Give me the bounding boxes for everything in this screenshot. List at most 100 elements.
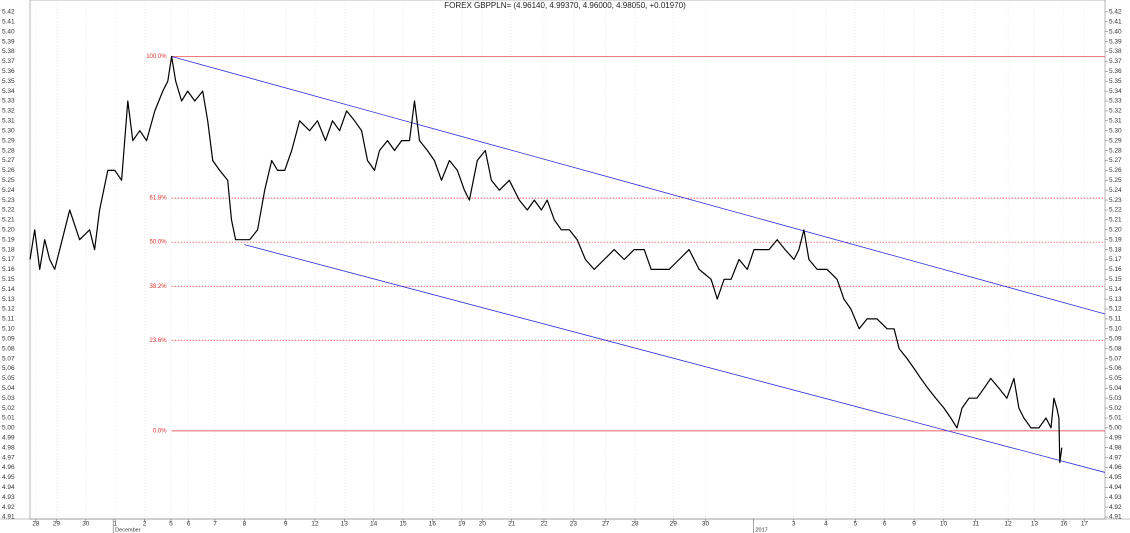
x-tick-label: 23 (570, 521, 578, 528)
y-tick-label: 5.23 (2, 197, 15, 204)
x-tick-label: 9 (912, 521, 916, 528)
y-tick-label: 5.26 (2, 167, 15, 174)
y-tick-label: 5.12 (2, 306, 15, 313)
y-tick-label: 5.33 (2, 98, 15, 105)
chart-title: FOREX GBPPLN= (4.96140, 4.99370, 4.96000… (444, 1, 686, 10)
y-tick-label: 5.10 (1109, 326, 1122, 333)
y-tick-label: 4.91 (2, 514, 15, 521)
y-tick-label: 4.92 (2, 504, 15, 511)
fib-label: 100.0% (146, 54, 167, 60)
y-tick-label: 5.17 (2, 256, 15, 263)
x-tick-label: 20 (479, 521, 487, 528)
y-tick-label: 5.25 (2, 177, 15, 184)
y-tick-label: 5.05 (2, 375, 15, 382)
y-tick-label: 5.41 (2, 19, 15, 26)
y-tick-label: 5.04 (1109, 385, 1122, 392)
y-tick-label: 5.16 (2, 266, 15, 273)
y-tick-label: 5.15 (1109, 276, 1122, 283)
y-tick-label: 5.14 (1109, 286, 1122, 293)
month-label: December (115, 527, 141, 533)
month-label: 2017 (755, 527, 767, 533)
y-tick-label: 5.19 (1109, 236, 1122, 243)
y-tick-label: 5.08 (1109, 345, 1122, 352)
y-tick-label: 5.07 (1109, 355, 1122, 362)
y-tick-label: 4.96 (1109, 464, 1122, 471)
x-tick-label: 29 (670, 521, 678, 528)
y-tick-label: 5.19 (2, 236, 15, 243)
x-tick-label: 30 (82, 521, 90, 528)
x-tick-label: 2 (143, 521, 147, 528)
y-tick-label: 5.05 (1109, 375, 1122, 382)
x-tick-label: 13 (1031, 521, 1039, 528)
y-tick-label: 5.32 (2, 108, 15, 115)
x-tick-label: 29 (53, 521, 61, 528)
y-tick-label: 5.08 (2, 345, 15, 352)
y-tick-label: 5.39 (2, 38, 15, 45)
y-tick-label: 5.18 (2, 246, 15, 253)
y-tick-label: 5.28 (2, 147, 15, 154)
y-tick-label: 4.94 (1109, 484, 1122, 491)
y-tick-label: 5.02 (1109, 405, 1122, 412)
y-tick-label: 5.39 (1109, 38, 1122, 45)
x-tick-label: 4 (824, 521, 828, 528)
y-tick-label: 5.21 (1109, 217, 1122, 224)
x-tick-label: 6 (883, 521, 887, 528)
x-tick-label: 12 (1004, 521, 1012, 528)
x-tick-label: 3 (792, 521, 796, 528)
y-tick-label: 5.37 (2, 58, 15, 65)
x-tick-label: 10 (940, 521, 948, 528)
x-tick-label: 7 (213, 521, 217, 528)
y-tick-label: 5.29 (1109, 137, 1122, 144)
y-tick-label: 5.35 (2, 78, 15, 85)
y-tick-label: 5.04 (2, 385, 15, 392)
y-tick-label: 4.99 (1109, 435, 1122, 442)
y-tick-label: 5.16 (1109, 266, 1122, 273)
y-tick-label: 5.22 (2, 207, 15, 214)
trend-line (244, 244, 1106, 473)
x-tick-label: 17 (1081, 521, 1089, 528)
y-tick-label: 5.40 (2, 28, 15, 35)
y-tick-label: 5.21 (2, 217, 15, 224)
y-tick-label: 5.41 (1109, 19, 1122, 26)
fib-label: 61.8% (150, 196, 168, 202)
y-tick-label: 4.94 (2, 484, 15, 491)
y-tick-label: 5.11 (1109, 316, 1122, 323)
y-tick-label: 5.42 (2, 9, 15, 16)
y-tick-label: 5.01 (1109, 415, 1122, 422)
x-tick-label: 13 (341, 521, 349, 528)
y-tick-label: 5.00 (1109, 425, 1122, 432)
y-tick-label: 5.18 (1109, 246, 1122, 253)
y-tick-label: 5.17 (1109, 256, 1122, 263)
x-tick-label: 14 (370, 521, 378, 528)
x-tick-label: 27 (602, 521, 610, 528)
y-tick-label: 5.20 (2, 227, 15, 234)
fib-label: 38.2% (150, 284, 168, 290)
y-tick-label: 5.15 (2, 276, 15, 283)
y-tick-label: 5.06 (1109, 365, 1122, 372)
y-tick-label: 5.35 (1109, 78, 1122, 85)
x-tick-label: 6 (187, 521, 191, 528)
y-tick-label: 5.12 (1109, 306, 1122, 313)
x-tick-label: 5 (169, 521, 173, 528)
trend-line (171, 56, 1106, 315)
y-tick-label: 4.99 (2, 435, 15, 442)
y-tick-label: 5.20 (1109, 227, 1122, 234)
y-tick-label: 5.32 (1109, 108, 1122, 115)
y-tick-label: 4.95 (1109, 474, 1122, 481)
fib-label: 50.0% (150, 240, 168, 246)
y-tick-label: 5.25 (1109, 177, 1122, 184)
price-line (29, 55, 1063, 464)
y-tick-label: 5.13 (2, 296, 15, 303)
y-tick-label: 5.29 (2, 137, 15, 144)
y-tick-label: 5.27 (2, 157, 15, 164)
y-tick-label: 5.03 (1109, 395, 1122, 402)
y-tick-label: 5.00 (2, 425, 15, 432)
fib-label: 0.0% (153, 428, 167, 434)
y-tick-label: 5.03 (2, 395, 15, 402)
x-tick-label: 28 (32, 521, 40, 528)
x-tick-label: 8 (243, 521, 247, 528)
y-tick-label: 5.30 (2, 127, 15, 134)
y-tick-label: 5.42 (1109, 9, 1122, 16)
y-tick-label: 5.24 (1109, 187, 1122, 194)
